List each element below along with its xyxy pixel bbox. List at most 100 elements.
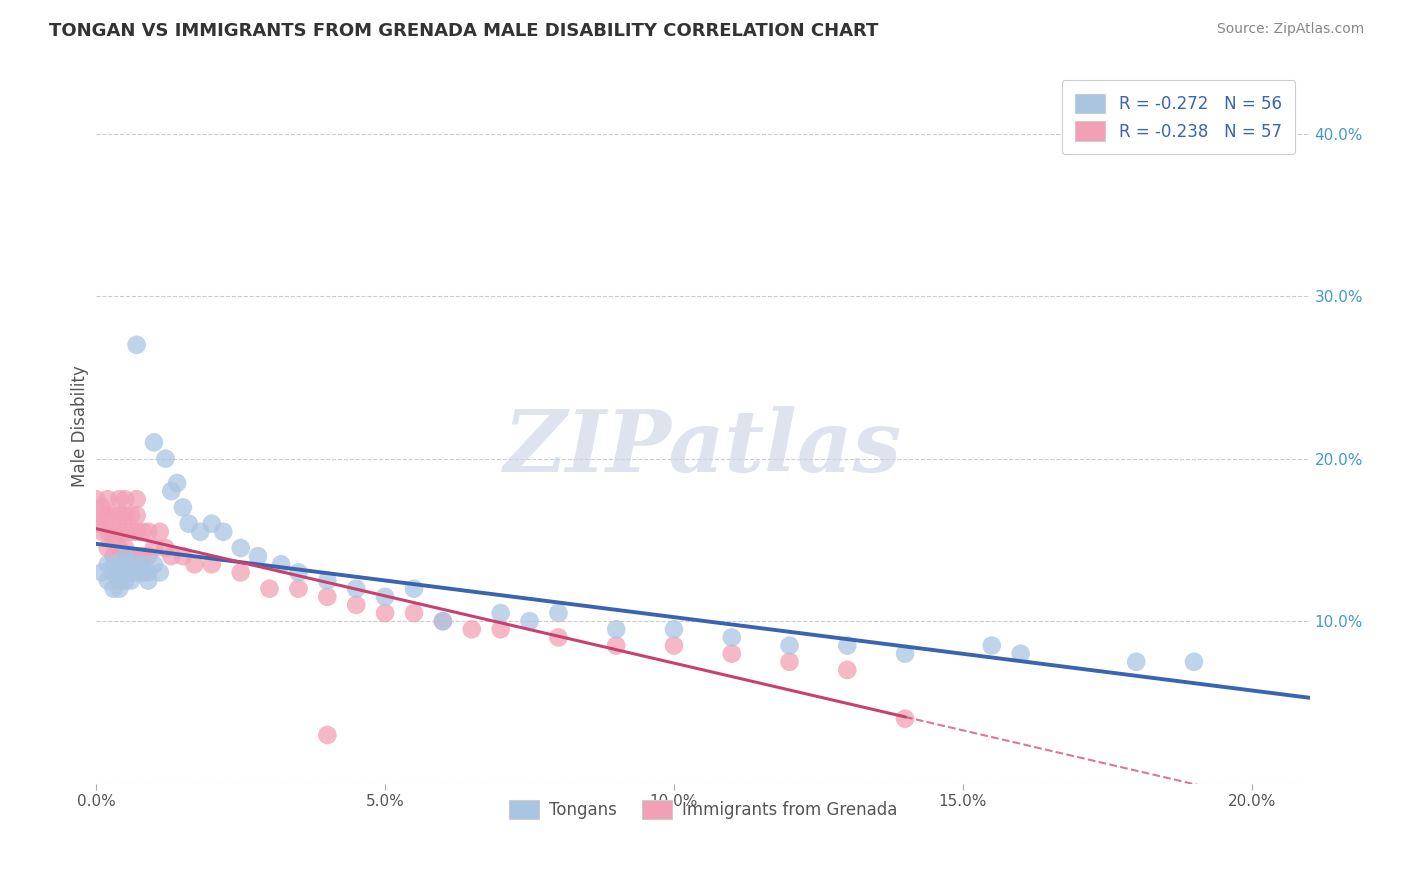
Point [519,614,541,628]
Point [108,566,131,580]
Point [837,663,859,677]
Point [108,524,131,539]
Point [108,574,131,588]
Point [837,639,859,653]
Point [402,582,425,596]
Point [103,566,125,580]
Point [259,582,281,596]
Point [155,541,177,555]
Point [316,590,339,604]
Point [114,524,136,539]
Point [108,541,131,555]
Point [103,549,125,564]
Point [131,566,153,580]
Point [229,541,252,555]
Point [91,508,114,523]
Legend: Tongans, Immigrants from Grenada: Tongans, Immigrants from Grenada [502,793,904,825]
Point [131,558,153,572]
Point [287,566,309,580]
Point [779,655,801,669]
Point [91,500,114,515]
Point [97,524,120,539]
Point [120,508,142,523]
Point [120,574,142,588]
Point [125,338,148,352]
Point [662,623,685,637]
Point [143,558,166,572]
Point [120,558,142,572]
Point [547,631,569,645]
Point [432,614,454,628]
Point [143,541,166,555]
Point [97,492,120,507]
Point [183,558,205,572]
Text: ZIPatlas: ZIPatlas [503,406,901,490]
Point [316,728,339,742]
Point [114,574,136,588]
Point [114,492,136,507]
Point [97,558,120,572]
Point [374,590,396,604]
Point [91,566,114,580]
Point [91,524,114,539]
Point [432,614,454,628]
Point [344,598,367,612]
Point [84,516,107,531]
Point [103,558,125,572]
Point [136,549,159,564]
Point [125,549,148,564]
Point [605,639,627,653]
Point [114,549,136,564]
Point [489,623,512,637]
Point [212,524,235,539]
Point [344,582,367,596]
Point [108,582,131,596]
Point [114,566,136,580]
Point [120,549,142,564]
Point [980,639,1002,653]
Point [779,639,801,653]
Point [125,524,148,539]
Point [136,524,159,539]
Point [188,524,211,539]
Point [662,639,685,653]
Point [1182,655,1205,669]
Point [201,516,224,531]
Point [1125,655,1147,669]
Point [149,524,172,539]
Point [287,582,309,596]
Point [114,541,136,555]
Point [103,582,125,596]
Point [103,524,125,539]
Point [172,549,194,564]
Point [125,508,148,523]
Point [120,566,142,580]
Point [160,484,183,499]
Point [547,606,569,620]
Point [155,451,177,466]
Point [246,549,269,564]
Point [97,508,120,523]
Y-axis label: Male Disability: Male Disability [72,365,89,487]
Point [166,476,188,491]
Point [143,435,166,450]
Point [136,574,159,588]
Point [114,508,136,523]
Point [894,712,917,726]
Point [894,647,917,661]
Text: TONGAN VS IMMIGRANTS FROM GRENADA MALE DISABILITY CORRELATION CHART: TONGAN VS IMMIGRANTS FROM GRENADA MALE D… [49,22,879,40]
Point [125,566,148,580]
Point [374,606,396,620]
Point [97,574,120,588]
Point [201,558,224,572]
Point [108,492,131,507]
Point [120,524,142,539]
Point [461,623,484,637]
Point [229,566,252,580]
Point [131,549,153,564]
Point [172,500,194,515]
Point [131,524,153,539]
Point [720,647,742,661]
Point [489,606,512,620]
Point [402,606,425,620]
